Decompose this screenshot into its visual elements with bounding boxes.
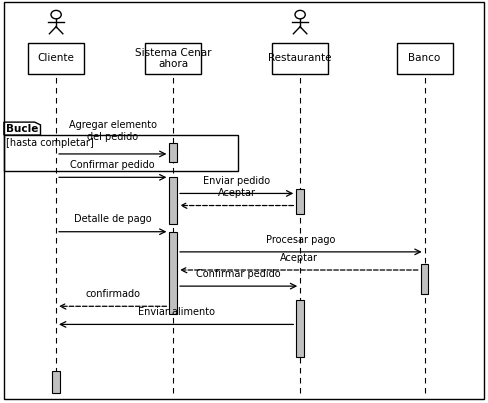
- Bar: [169, 143, 177, 162]
- Bar: [52, 371, 60, 393]
- Text: Sistema Cenar
ahora: Sistema Cenar ahora: [135, 48, 211, 69]
- Bar: [421, 264, 428, 294]
- Text: Procesar pago: Procesar pago: [266, 235, 336, 245]
- Text: Confirmar pedido: Confirmar pedido: [196, 269, 281, 279]
- Bar: [272, 44, 328, 73]
- Bar: [296, 189, 304, 214]
- Bar: [396, 44, 453, 73]
- Text: Enviar alimento: Enviar alimento: [138, 307, 215, 317]
- Text: Cliente: Cliente: [38, 54, 75, 63]
- Text: Aceptar: Aceptar: [218, 188, 256, 198]
- Bar: [145, 44, 202, 73]
- Bar: [296, 300, 304, 357]
- Text: Restaurante: Restaurante: [268, 54, 332, 63]
- Text: Enviar pedido: Enviar pedido: [203, 176, 270, 186]
- Text: Agregar elemento
del pedido: Agregar elemento del pedido: [69, 120, 157, 142]
- Bar: [169, 232, 177, 314]
- Text: Confirmar pedido: Confirmar pedido: [70, 160, 155, 170]
- Text: Detalle de pago: Detalle de pago: [74, 214, 152, 224]
- Text: Aceptar: Aceptar: [280, 253, 318, 263]
- Polygon shape: [4, 122, 41, 135]
- Text: [hasta completar]: [hasta completar]: [6, 138, 94, 148]
- Bar: [28, 44, 84, 73]
- Bar: [169, 177, 177, 224]
- Text: Banco: Banco: [408, 54, 441, 63]
- Text: Bucle: Bucle: [6, 124, 39, 133]
- Text: confirmado: confirmado: [85, 289, 140, 299]
- Bar: [4, 135, 238, 171]
